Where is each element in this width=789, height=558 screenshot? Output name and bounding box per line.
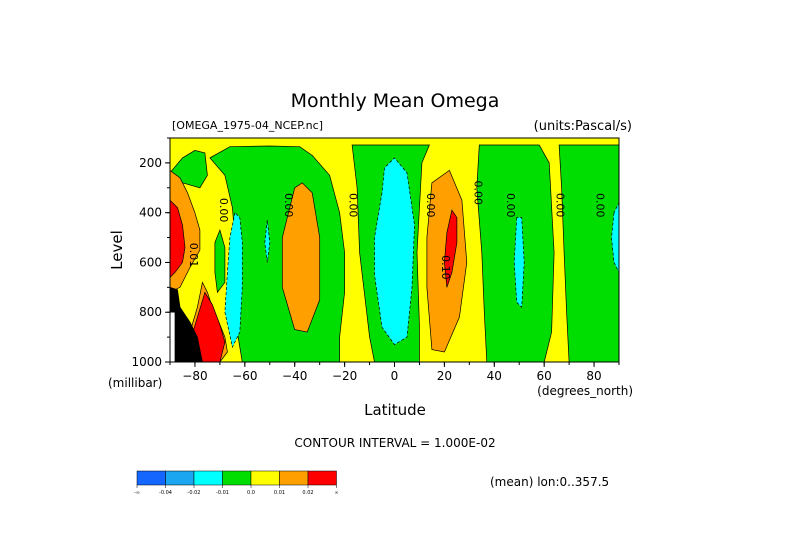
plot-area xyxy=(170,138,619,362)
contour-region-15 xyxy=(444,209,458,288)
colorbar-swatch xyxy=(165,470,195,486)
contour-label: 0.00 xyxy=(504,193,517,218)
colorbar: -∞ -0.04 -0.02 -0.01 0.0 0.01 0.02 ∞ xyxy=(134,470,339,496)
contour-region-11 xyxy=(281,182,321,333)
chart-title: Monthly Mean Omega xyxy=(291,90,500,112)
contour-region-19 xyxy=(170,311,176,362)
y-tick-label: 400 xyxy=(139,206,162,220)
contour-region-7 xyxy=(224,211,243,349)
colorbar-swatch xyxy=(279,470,309,486)
colorbar-label: ∞ xyxy=(334,490,338,496)
contour-label: 0.00 xyxy=(424,193,437,218)
contour-label: 0.00 xyxy=(554,193,567,218)
colorbar-label: 0.02 xyxy=(302,490,313,496)
colorbar-label: -∞ xyxy=(134,490,140,496)
x-tick-label: −60 xyxy=(232,369,257,383)
y-axis: 200 400 600 800 1000 xyxy=(131,137,170,369)
x-tick-label: −20 xyxy=(332,369,357,383)
x-tick-label: −40 xyxy=(282,369,307,383)
colorbar-swatch xyxy=(136,470,166,486)
x-axis: −80 −60 −40 −20 0 20 40 60 80 xyxy=(169,362,620,383)
colorbar-label: 0.01 xyxy=(274,490,285,496)
mean-longitude-note: (mean) lon:0..357.5 xyxy=(490,475,609,489)
contour-interval-note: CONTOUR INTERVAL = 1.000E-02 xyxy=(294,436,495,450)
chart-subtitle-file: [OMEGA_1975-04_NCEP.nc] xyxy=(172,119,323,132)
x-tick-label: 40 xyxy=(487,369,502,383)
x-tick-label: 60 xyxy=(537,369,552,383)
contour-labels: 0.00 0.00 0.00 0.00 0.00 0.00 0.00 0.00 0.01 0.10 xyxy=(187,181,607,280)
colorbar-swatch xyxy=(193,470,223,486)
contour-label: 0.10 xyxy=(439,255,452,280)
contour-label: 0.01 xyxy=(187,243,200,268)
y-axis-units: (millibar) xyxy=(108,376,162,390)
colorbar-label: -0.04 xyxy=(159,490,172,496)
y-axis-label: Level xyxy=(108,230,126,270)
contour-label: 0.00 xyxy=(471,181,484,206)
x-tick-label: 80 xyxy=(586,369,601,383)
x-axis-units: (degrees_north) xyxy=(537,384,633,398)
contour-region-3 xyxy=(558,144,619,362)
x-axis-label: Latitude xyxy=(364,401,426,419)
y-tick-label: 1000 xyxy=(131,355,162,369)
x-tick-label: −80 xyxy=(182,369,207,383)
y-tick-label: 200 xyxy=(139,156,162,170)
contour-region-18 xyxy=(170,286,203,362)
colorbar-swatch xyxy=(307,470,337,486)
contour-label: 0.00 xyxy=(217,198,230,223)
contour-region-10 xyxy=(264,220,271,263)
colorbar-swatch xyxy=(250,470,280,486)
contour-region-6 xyxy=(374,157,415,346)
contour-label: 0.00 xyxy=(594,193,607,218)
x-tick-label: 0 xyxy=(391,369,399,383)
y-tick-label: 800 xyxy=(139,305,162,319)
colorbar-label: -0.02 xyxy=(188,490,201,496)
contour-region-8 xyxy=(513,217,525,308)
x-tick-label: 20 xyxy=(437,369,452,383)
colorbar-label: 0.0 xyxy=(247,490,255,496)
contour-region-5 xyxy=(214,229,226,294)
contour-region-9 xyxy=(611,202,619,273)
colorbar-label: -0.01 xyxy=(216,490,229,496)
y-tick-label: 600 xyxy=(139,255,162,269)
chart-subtitle-units: (units:Pascal/s) xyxy=(534,119,632,134)
colorbar-swatch xyxy=(222,470,252,486)
contour-label: 0.00 xyxy=(282,193,295,218)
contour-region-16 xyxy=(170,199,186,278)
contour-label: 0.00 xyxy=(347,193,360,218)
